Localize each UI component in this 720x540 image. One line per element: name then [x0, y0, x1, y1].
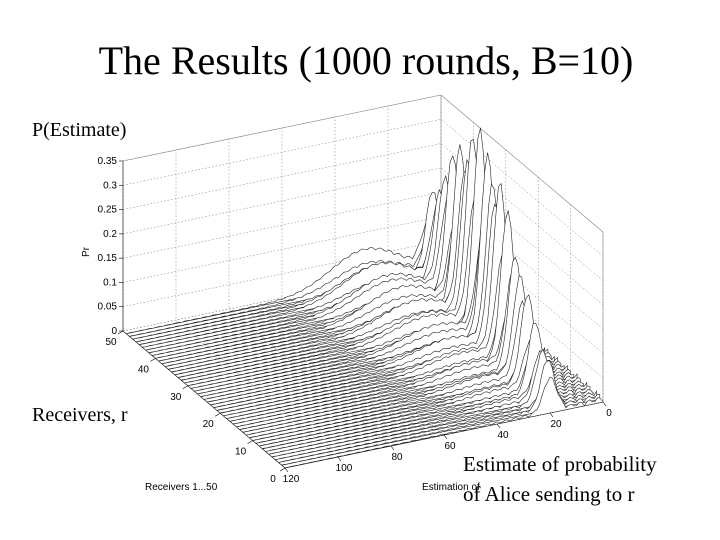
axis-line [122, 94, 442, 162]
tick-mark [284, 467, 289, 473]
surface [125, 127, 604, 469]
x-annotation: of Alice sending to r [463, 482, 634, 506]
y-tick-label: 50 [105, 337, 117, 348]
tick-mark [602, 401, 607, 407]
z-tick-label: 0.1 [103, 277, 117, 288]
surface-ridge [236, 269, 555, 428]
surface-ridge [258, 340, 578, 447]
surface-ridge [125, 222, 445, 335]
grid-line [122, 167, 604, 306]
surface-ridge [265, 323, 584, 452]
y-tick-label: 10 [235, 447, 247, 458]
tick-mark [496, 423, 501, 429]
x-tick-label: 0 [606, 408, 612, 419]
surface-ridge [223, 254, 542, 417]
axis-line [440, 94, 604, 233]
y-annotation: Receivers, r [32, 404, 128, 426]
grid-line [220, 177, 539, 414]
surface-ridge [255, 294, 575, 444]
grid-line [281, 128, 445, 436]
surface-ridge [249, 300, 568, 439]
grid-line [252, 204, 571, 441]
surface-ridge [232, 301, 552, 425]
x-tick-label: 60 [444, 441, 456, 452]
plot: 00.050.10.150.20.250.30.3501020304050020… [81, 94, 612, 493]
grid-line [175, 150, 339, 458]
tick-mark [337, 456, 342, 462]
surface-ridge [148, 174, 468, 354]
y-axis-title: Receivers 1...50 [145, 482, 218, 493]
tick-mark [117, 330, 124, 335]
z-tick-label: 0 [111, 326, 117, 337]
tick-mark [549, 412, 554, 418]
x-tick-label: 40 [497, 430, 509, 441]
surface-ridge [226, 280, 545, 420]
surface-ridge [284, 376, 604, 469]
grid-line [122, 240, 604, 378]
title: The Results (1000 rounds, B=10) [99, 38, 634, 83]
surface-ridge [274, 348, 594, 461]
z-tick-label: 0.35 [98, 156, 118, 167]
surface-ridge [161, 219, 481, 365]
x-tick-label: 100 [336, 463, 353, 474]
z-tick-label: 0.25 [98, 205, 118, 216]
surface-ridge [281, 360, 601, 466]
z-annotation: P(Estimate) [32, 119, 126, 141]
surface-ridge [151, 199, 471, 357]
grid-line [122, 119, 604, 257]
x-tick-label: 20 [550, 419, 562, 430]
tick-mark [215, 412, 221, 417]
z-tick-label: 0.15 [98, 253, 118, 264]
grid-line [122, 143, 604, 281]
y-tick-label: 0 [270, 474, 276, 485]
x-annotation: Estimate of probability [463, 452, 657, 476]
z-tick-label: 0.3 [103, 180, 117, 191]
grid-line [122, 216, 604, 354]
y-tick-label: 40 [138, 364, 150, 375]
surface-ridge [203, 152, 523, 400]
surface-ridge [164, 207, 484, 367]
y-tick-label: 30 [170, 392, 182, 403]
z-tick-label: 0.2 [103, 229, 117, 240]
x-tick-label: 120 [283, 474, 300, 485]
grid-line [228, 139, 392, 447]
y-tick-label: 20 [203, 419, 215, 430]
tick-mark [182, 385, 188, 390]
tick-mark [150, 358, 156, 362]
tick-mark [443, 434, 448, 440]
z-axis-title: Pr [81, 246, 92, 257]
surface-ridge [245, 275, 565, 436]
grid-line [187, 149, 507, 387]
x-axis-title: Estimation of [422, 482, 480, 493]
tick-mark [279, 467, 286, 472]
grid-line [122, 191, 604, 330]
tick-mark [247, 440, 253, 444]
z-tick-label: 0.05 [98, 302, 118, 313]
surface-ridge [239, 256, 558, 431]
x-tick-label: 80 [391, 452, 403, 463]
tick-mark [390, 445, 395, 451]
